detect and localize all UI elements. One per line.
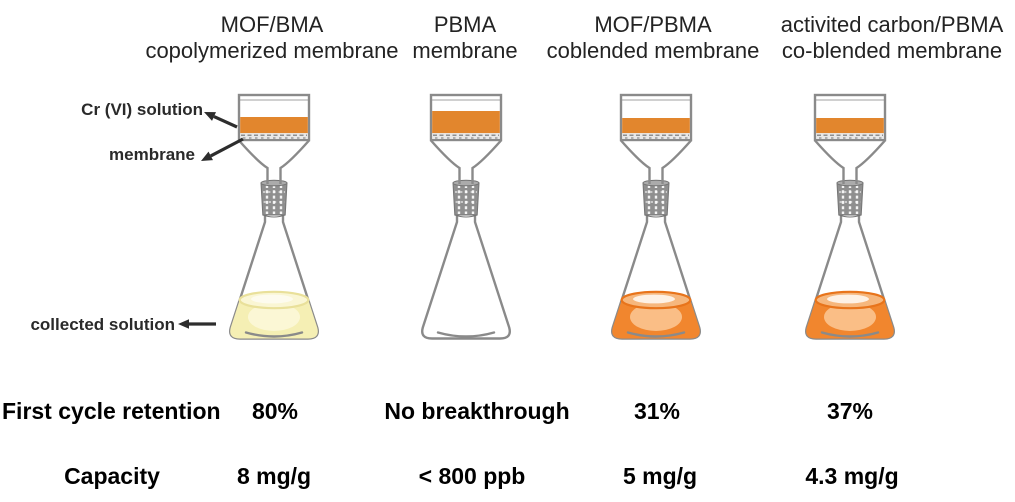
joint-rim xyxy=(260,179,288,187)
column-title-line2: membrane xyxy=(412,38,518,63)
funnel-cone-left xyxy=(430,139,461,184)
apparatus-drawing xyxy=(611,93,701,340)
joint-texture xyxy=(265,185,283,214)
collected-solution-label: collected solution xyxy=(30,315,175,334)
feed-cr-vi-solution xyxy=(816,118,884,134)
joint-texture-2 xyxy=(455,191,477,203)
membrane-label: membrane xyxy=(109,145,195,164)
feed-solution-label: Cr (VI) solution xyxy=(81,100,203,119)
column-title-ac-pbma: activited carbon/PBMA co-blended membran… xyxy=(768,12,1015,64)
apparatus-drawing xyxy=(229,93,319,340)
liquid-surface-highlight xyxy=(633,294,675,304)
liquid-surface-highlight xyxy=(251,294,293,304)
flask-bottom-arc xyxy=(436,331,496,338)
capacity-value-4: 4.3 mg/g xyxy=(805,463,899,489)
membrane-layer xyxy=(622,133,690,140)
joint-texture-2 xyxy=(839,191,861,203)
capacity-value-3: 5 mg/g xyxy=(622,463,698,489)
retention-value-1: 80% xyxy=(251,398,299,424)
column-title-line1: activited carbon/PBMA xyxy=(780,12,1004,37)
flask-bottom-arc xyxy=(626,331,686,338)
apparatus-mof-bma-membrane xyxy=(214,88,334,378)
apparatus-pbma-membrane xyxy=(406,88,526,378)
liquid-highlight xyxy=(824,303,876,331)
capacity-value-1: 8 mg/g xyxy=(236,463,312,489)
collected-solution-arrow xyxy=(178,319,216,329)
joint-texture-2 xyxy=(263,191,285,203)
joint-rim xyxy=(836,179,864,187)
membrane-layer xyxy=(432,133,500,140)
joint-texture xyxy=(647,185,665,214)
joint-bottom-rim xyxy=(644,214,668,218)
feed-cr-vi-solution xyxy=(622,118,690,134)
joint-bottom-rim xyxy=(262,214,286,218)
membrane-layer xyxy=(816,133,884,140)
joint-bottom-rim xyxy=(838,214,862,218)
column-title-pbma: PBMA membrane xyxy=(365,12,565,64)
column-title-line2: copolymerized membrane xyxy=(145,38,399,63)
apparatus-drawing xyxy=(421,93,511,340)
erlenmeyer-flask xyxy=(421,208,511,340)
column-title-mof-pbma: MOF/PBMA coblended membrane xyxy=(528,12,778,64)
funnel-cone-right xyxy=(855,139,886,184)
joint-rim xyxy=(452,179,480,187)
column-title-line1: PBMA xyxy=(433,12,497,37)
apparatus-drawing xyxy=(805,93,895,340)
joint-texture xyxy=(457,185,475,214)
column-title-line2: co-blended membrane xyxy=(781,38,1003,63)
funnel-cone-right xyxy=(279,139,310,184)
flask-bottom-arc xyxy=(820,331,880,338)
liquid-highlight xyxy=(630,303,682,331)
joint-texture xyxy=(841,185,859,214)
apparatus-ac-pbma-membrane xyxy=(790,88,910,378)
capacity-row-label: Capacity xyxy=(64,463,160,489)
membrane-layer xyxy=(240,133,308,140)
retention-value-2: No breakthrough xyxy=(384,398,570,424)
column-title-line2: coblended membrane xyxy=(546,38,760,63)
apparatus-mof-pbma-membrane xyxy=(596,88,716,378)
feed-cr-vi-solution xyxy=(240,117,308,134)
liquid-highlight xyxy=(248,303,300,331)
funnel-cone-left xyxy=(238,139,269,184)
column-title-mof-bma: MOF/BMA copolymerized membrane xyxy=(132,12,412,64)
capacity-value-2: < 800 ppb xyxy=(418,463,526,489)
funnel-cone-right xyxy=(471,139,502,184)
retention-row-label: First cycle retention xyxy=(2,398,221,424)
column-title-line1: MOF/BMA xyxy=(220,12,324,37)
flask-bottom-arc xyxy=(244,331,304,338)
funnel-cone-right xyxy=(661,139,692,184)
funnel-cone-left xyxy=(620,139,651,184)
joint-texture-2 xyxy=(645,191,667,203)
retention-value-4: 37% xyxy=(826,398,874,424)
joint-bottom-rim xyxy=(454,214,478,218)
funnel-cone-left xyxy=(814,139,845,184)
retention-value-3: 31% xyxy=(633,398,681,424)
joint-rim xyxy=(642,179,670,187)
liquid-surface-highlight xyxy=(827,294,869,304)
column-title-line1: MOF/PBMA xyxy=(594,12,712,37)
feed-cr-vi-solution xyxy=(432,111,500,134)
